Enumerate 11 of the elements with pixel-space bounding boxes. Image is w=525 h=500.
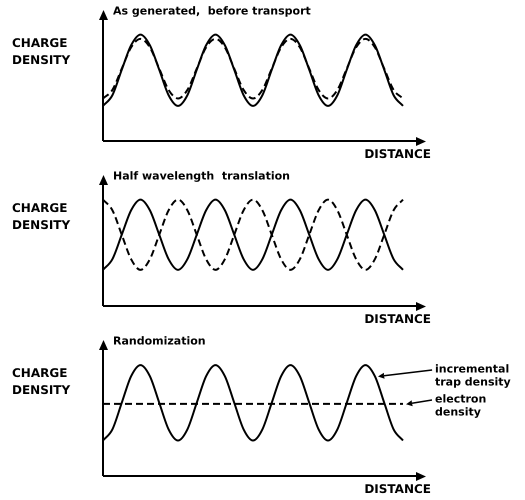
legend-label: electron density (435, 392, 486, 419)
x-axis-title: DISTANCE (364, 147, 431, 162)
x-axis-title: DISTANCE (364, 312, 431, 326)
y-axis-title: CHARGE DENSITY (12, 201, 70, 232)
chart-title: Half wavelength translation (113, 169, 290, 182)
chart-title: Randomization (113, 334, 206, 348)
legend-label: incremental trap density (435, 362, 511, 389)
y-axis-title: CHARGE DENSITY (12, 36, 70, 68)
chart-title: As generated, before transport (113, 4, 311, 18)
y-axis-title: CHARGE DENSITY (12, 366, 70, 398)
x-axis-title: DISTANCE (364, 482, 431, 496)
